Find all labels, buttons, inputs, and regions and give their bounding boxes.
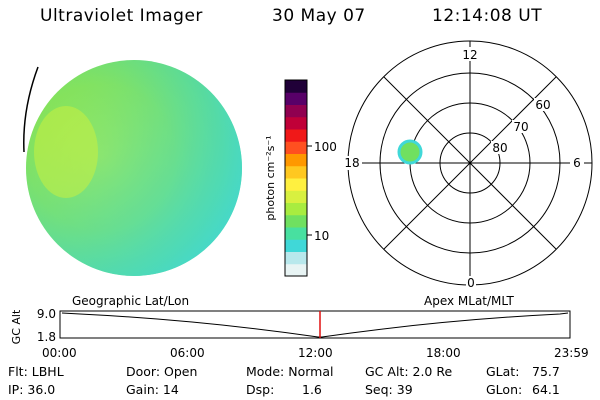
colorbar-band: [285, 141, 307, 154]
polar-lat-70: 70: [513, 120, 528, 134]
aurora-spot: [397, 139, 423, 165]
colorbar: photon cm⁻²s⁻¹: [264, 79, 312, 277]
timeline-plot: GC Alt 9.0 1.8: [10, 307, 571, 344]
status-door: Door: Open: [126, 364, 198, 379]
colorbar-band: [285, 214, 307, 228]
status-filter: Flt: LBHL: [8, 364, 64, 379]
status-glat-label: GLat:: [486, 364, 520, 379]
time-label: 12:14:08 UT: [432, 6, 543, 26]
colorbar-gradient: [285, 80, 307, 277]
status-mode: Mode: Normal: [246, 364, 334, 379]
colorbar-unit-label: photon cm⁻²s⁻¹: [264, 135, 277, 220]
colorbar-band: [285, 104, 307, 118]
colorbar-band: [285, 153, 307, 167]
status-ip: IP: 36.0: [8, 382, 56, 397]
status-gc-alt: GC Alt: 2.0 Re: [365, 364, 453, 379]
colorbar-band: [285, 239, 307, 252]
polar-diag-2: [383, 76, 557, 250]
polar-plot: 12 18 6 0 60 70 80: [340, 40, 593, 290]
colorbar-band: [285, 227, 307, 240]
timeline-right-title: Apex MLat/MLT: [424, 294, 514, 308]
date-label: 30 May 07: [272, 6, 366, 26]
timeline-frame: [59, 310, 571, 339]
timeline-ytick-1.8: 1.8: [37, 330, 56, 344]
colorbar-band: [285, 178, 307, 191]
colorbar-band: [285, 190, 307, 203]
status-glon-label: GLon:: [486, 382, 523, 397]
colorbar-band: [285, 165, 307, 179]
instrument-title: Ultraviolet Imager: [40, 6, 203, 26]
timeline-axis-label: GC Alt: [10, 309, 23, 344]
status-gain: Gain: 14: [126, 382, 179, 397]
earth-image: [23, 60, 242, 276]
colorbar-band: [285, 129, 307, 142]
polar-label-12: 12: [462, 48, 477, 62]
timeline-xtick-1800: 18:00: [426, 346, 461, 360]
colorbar-band: [285, 80, 307, 93]
altitude-curve: [61, 312, 569, 338]
polar-label-18: 18: [344, 156, 359, 170]
timeline-left-title: Geographic Lat/Lon: [72, 294, 190, 308]
polar-label-6: 6: [573, 156, 581, 170]
status-glat-value: 75.7: [532, 364, 560, 379]
earth-limb-arc: [23, 66, 39, 153]
status-glon-value: 64.1: [532, 382, 560, 397]
polar-label-0: 0: [467, 276, 475, 290]
timeline-xtick-0000: 00:00: [42, 346, 77, 360]
colorbar-tick-100: 100: [314, 140, 337, 154]
colorbar-band: [285, 202, 307, 216]
status-seq: Seq: 39: [365, 382, 413, 397]
colorbar-tick-10: 10: [314, 229, 330, 243]
colorbar-band: [285, 251, 307, 265]
timeline-xtick-1200: 12:00: [298, 346, 333, 360]
polar-lat-80: 80: [492, 141, 507, 155]
status-dsp-value: 1.6: [302, 382, 322, 397]
timeline-xtick-2359: 23:59: [554, 346, 589, 360]
colorbar-frame: [284, 79, 308, 277]
timeline-xtick-0600: 06:00: [170, 346, 205, 360]
colorbar-band: [285, 116, 307, 130]
colorbar-band: [285, 263, 307, 277]
colorbar-band: [285, 92, 307, 105]
status-dsp-label: Dsp:: [246, 382, 275, 397]
timeline-ytick-9: 9.0: [37, 307, 56, 321]
polar-lat-60: 60: [535, 98, 550, 112]
